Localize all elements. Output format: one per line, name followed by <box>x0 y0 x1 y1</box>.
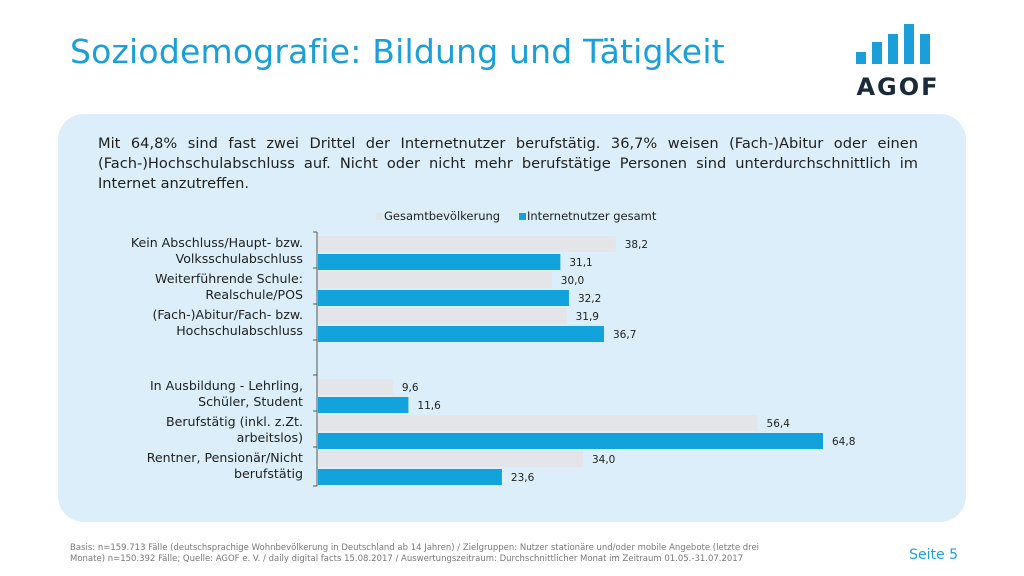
bar-gesamtbevoelkerung <box>318 272 552 288</box>
category-label: Kein Abschluss/Haupt- bzw. <box>131 235 303 250</box>
logo-bar-icon <box>872 42 882 64</box>
data-label: 31,1 <box>569 257 592 269</box>
bar-gesamtbevoelkerung <box>318 308 567 324</box>
data-label: 56,4 <box>767 418 791 430</box>
data-label: 34,0 <box>592 454 615 466</box>
bar-internetnutzer <box>318 326 605 342</box>
data-label: 32,2 <box>578 293 601 305</box>
category-label: Berufstätig (inkl. z.Zt. <box>166 414 303 429</box>
data-label: 64,8 <box>832 436 855 448</box>
bar-gesamtbevoelkerung <box>318 415 758 431</box>
bar-internetnutzer <box>318 290 569 306</box>
bar-gesamtbevoelkerung <box>318 236 616 252</box>
category-label: Volksschulabschluss <box>176 251 303 266</box>
bar-internetnutzer <box>318 397 409 413</box>
agof-logo: AGOF <box>852 18 944 101</box>
data-label: 11,6 <box>417 400 441 412</box>
page-title: Soziodemografie: Bildung und Tätigkeit <box>70 32 725 71</box>
data-label: 30,0 <box>561 275 584 287</box>
footnote: Basis: n=159.713 Fälle (deutschsprachige… <box>70 543 760 564</box>
logo-bar-icon <box>920 34 930 64</box>
legend-label: Gesamtbevölkerung <box>384 209 500 223</box>
page-number: Seite 5 <box>909 547 958 563</box>
legend-label: Internetnutzer gesamt <box>527 209 657 223</box>
category-label: (Fach-)Abitur/Fach- bzw. <box>152 307 303 322</box>
category-label: Realschule/POS <box>205 287 303 302</box>
logo-bar-icon <box>888 34 898 64</box>
legend-swatch <box>519 213 526 220</box>
bar-internetnutzer <box>318 254 561 270</box>
intro-text: Mit 64,8% sind fast zwei Drittel der Int… <box>98 135 918 192</box>
bar-gesamtbevoelkerung <box>318 451 583 467</box>
category-label: Schüler, Student <box>198 394 303 409</box>
data-label: 36,7 <box>613 329 636 341</box>
data-label: 38,2 <box>625 239 648 251</box>
category-label: Weiterführende Schule: <box>155 271 303 286</box>
logo-bar-icon <box>904 24 914 64</box>
bar-gesamtbevoelkerung <box>318 379 393 395</box>
legend-swatch <box>376 213 383 220</box>
data-label: 23,6 <box>511 472 535 484</box>
data-label: 31,9 <box>576 311 599 323</box>
bar-internetnutzer <box>318 433 823 449</box>
category-label: arbeitslos) <box>237 430 303 445</box>
category-label: Hochschulabschluss <box>176 323 303 338</box>
logo-bar-icon <box>856 52 866 64</box>
category-label: In Ausbildung - Lehrling, <box>150 378 303 393</box>
category-label: Rentner, Pensionär/Nicht <box>147 450 303 465</box>
category-label: berufstätig <box>234 466 303 481</box>
bar-internetnutzer <box>318 469 502 485</box>
logo-text: AGOF <box>856 73 940 101</box>
data-label: 9,6 <box>402 382 419 394</box>
